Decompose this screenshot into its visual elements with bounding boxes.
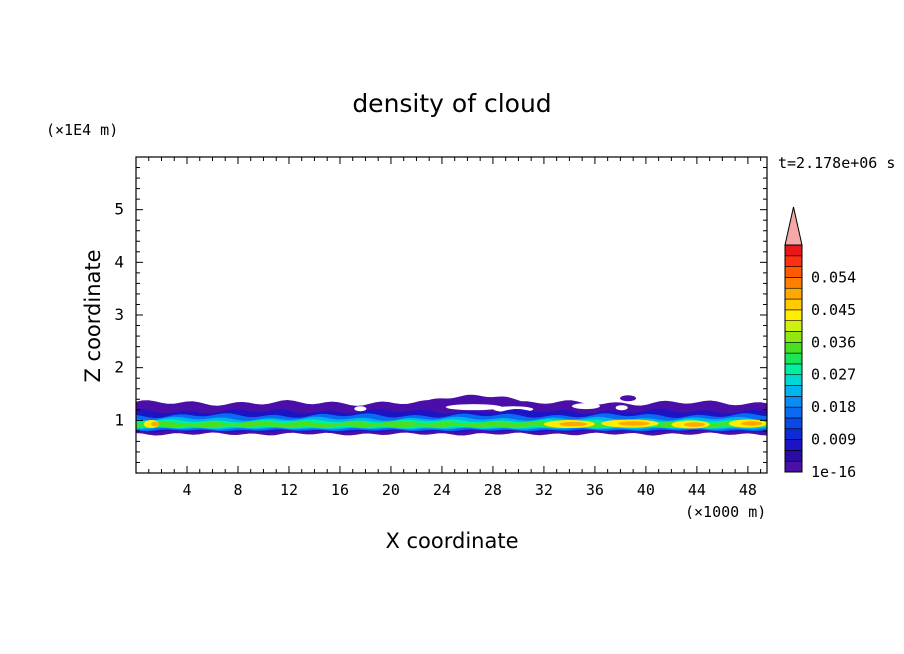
x-tick-label: 36	[586, 481, 604, 499]
colorbar-tick-label: 0.054	[811, 268, 856, 286]
x-tick-label: 32	[535, 481, 553, 499]
colorbar-swatch	[784, 266, 803, 278]
x-tick-label: 8	[233, 481, 242, 499]
colorbar-swatch	[784, 287, 803, 300]
x-tick-label: 40	[637, 481, 655, 499]
x-axis-unit: (×1000 m)	[685, 503, 766, 521]
x-tick-label: 44	[688, 481, 706, 499]
colorbar: 1e-16 0.009 0.018 0.027 0.036 0.045 0.054	[784, 206, 856, 481]
colorbar-swatch	[784, 352, 803, 365]
cloud-gap	[354, 406, 367, 412]
colorbar-swatch	[784, 244, 803, 257]
colorbar-swatch	[784, 439, 803, 451]
y-axis-ticks: 1 2 3 4 5	[114, 167, 767, 463]
cloud-layer-upper-patch	[420, 394, 533, 408]
colorbar-swatch	[784, 363, 803, 376]
colorbar-swatch	[784, 406, 803, 419]
x-tick-label: 48	[739, 481, 757, 499]
y-tick-label: 4	[114, 252, 124, 271]
cloud-core-max	[683, 422, 705, 427]
colorbar-swatch	[784, 309, 803, 321]
time-label: t=2.178e+06 s	[778, 154, 895, 172]
colorbar-swatch	[784, 277, 803, 289]
colorbar-tick-label: 0.009	[811, 431, 856, 449]
colorbar-swatch	[784, 396, 803, 408]
colorbar-frame	[784, 244, 803, 473]
y-tick-label: 5	[114, 200, 124, 219]
cloud-gap	[445, 404, 502, 411]
colorbar-over-triangle	[784, 206, 803, 246]
colorbar-swatch	[784, 460, 803, 473]
cloud-core-max	[150, 421, 160, 427]
colorbar-tick-label: 0.018	[811, 398, 856, 416]
colorbar-swatch	[784, 374, 803, 386]
colorbar-swatch	[784, 331, 803, 343]
y-tick-label: 2	[114, 358, 124, 377]
x-tick-label: 24	[433, 481, 451, 499]
contour-field	[136, 394, 767, 436]
y-tick-label: 1	[114, 410, 124, 429]
colorbar-tick-label: 0.045	[811, 301, 856, 319]
x-tick-label: 12	[280, 481, 298, 499]
x-axis-ticks: 4 8 12 16 20 24 28 32 36 40 44 48	[148, 157, 762, 499]
colorbar-swatch	[784, 450, 803, 462]
colorbar-swatch	[784, 298, 803, 311]
cloud-patch-small	[620, 395, 637, 402]
cloud-core-max	[618, 421, 650, 426]
y-axis-label: Z coordinate	[81, 249, 105, 382]
cloud-core-max	[559, 421, 588, 427]
x-tick-label: 20	[382, 481, 400, 499]
x-axis-label: X coordinate	[385, 529, 518, 553]
x-tick-label: 28	[484, 481, 502, 499]
cloud-gap	[615, 405, 628, 411]
chart-title: density of cloud	[352, 89, 551, 118]
y-tick-label: 3	[114, 305, 124, 324]
colorbar-tick-label: 0.036	[811, 333, 856, 351]
x-tick-label: 4	[182, 481, 191, 499]
colorbar-swatch	[784, 320, 803, 332]
colorbar-swatch	[784, 428, 803, 440]
y-axis-unit: (×1E4 m)	[46, 121, 118, 139]
x-tick-label: 16	[331, 481, 349, 499]
cloud-gap	[571, 403, 600, 410]
colorbar-swatch	[784, 385, 803, 397]
colorbar-tick-label: 1e-16	[811, 463, 856, 481]
cloud-core-max	[741, 421, 763, 426]
colorbar-swatch	[784, 341, 803, 354]
colorbar-tick-label: 0.027	[811, 366, 856, 384]
colorbar-swatch	[784, 255, 803, 267]
colorbar-swatch	[784, 417, 803, 430]
